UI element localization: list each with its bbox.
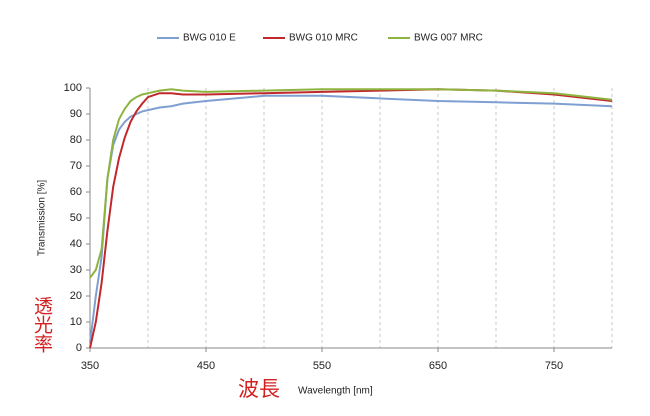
y-tick-label: 40: [70, 238, 82, 250]
x-tick-label: 750: [545, 360, 563, 372]
x-tick-label: 350: [81, 360, 99, 372]
x-annotation: 波長: [238, 377, 280, 401]
legend-label: BWG 007 MRC: [414, 33, 483, 44]
y-tick-label: 60: [70, 186, 82, 198]
y-tick-label: 0: [76, 342, 82, 354]
x-tick-label: 450: [197, 360, 215, 372]
legend-label: BWG 010 MRC: [289, 33, 358, 44]
y-annotation: 透光率: [31, 296, 53, 353]
y-axis-label: Transmission [%]: [37, 180, 48, 257]
y-tick-label: 50: [70, 212, 82, 224]
y-tick-label: 20: [70, 290, 82, 302]
series-line: [89, 88, 613, 349]
y-tick-label: 80: [70, 134, 82, 146]
series-line: [89, 88, 613, 279]
y-tick-label: 70: [70, 160, 82, 172]
y-tick-label: 100: [64, 82, 82, 94]
y-tick-label: 90: [70, 108, 82, 120]
series-line: [89, 94, 613, 343]
legend-label: BWG 010 E: [183, 33, 236, 44]
x-axis-label: Wavelength [nm]: [298, 386, 373, 397]
x-tick-label: 550: [313, 360, 331, 372]
x-tick-label: 650: [429, 360, 447, 372]
y-tick-label: 10: [70, 316, 82, 328]
y-tick-label: 30: [70, 264, 82, 276]
